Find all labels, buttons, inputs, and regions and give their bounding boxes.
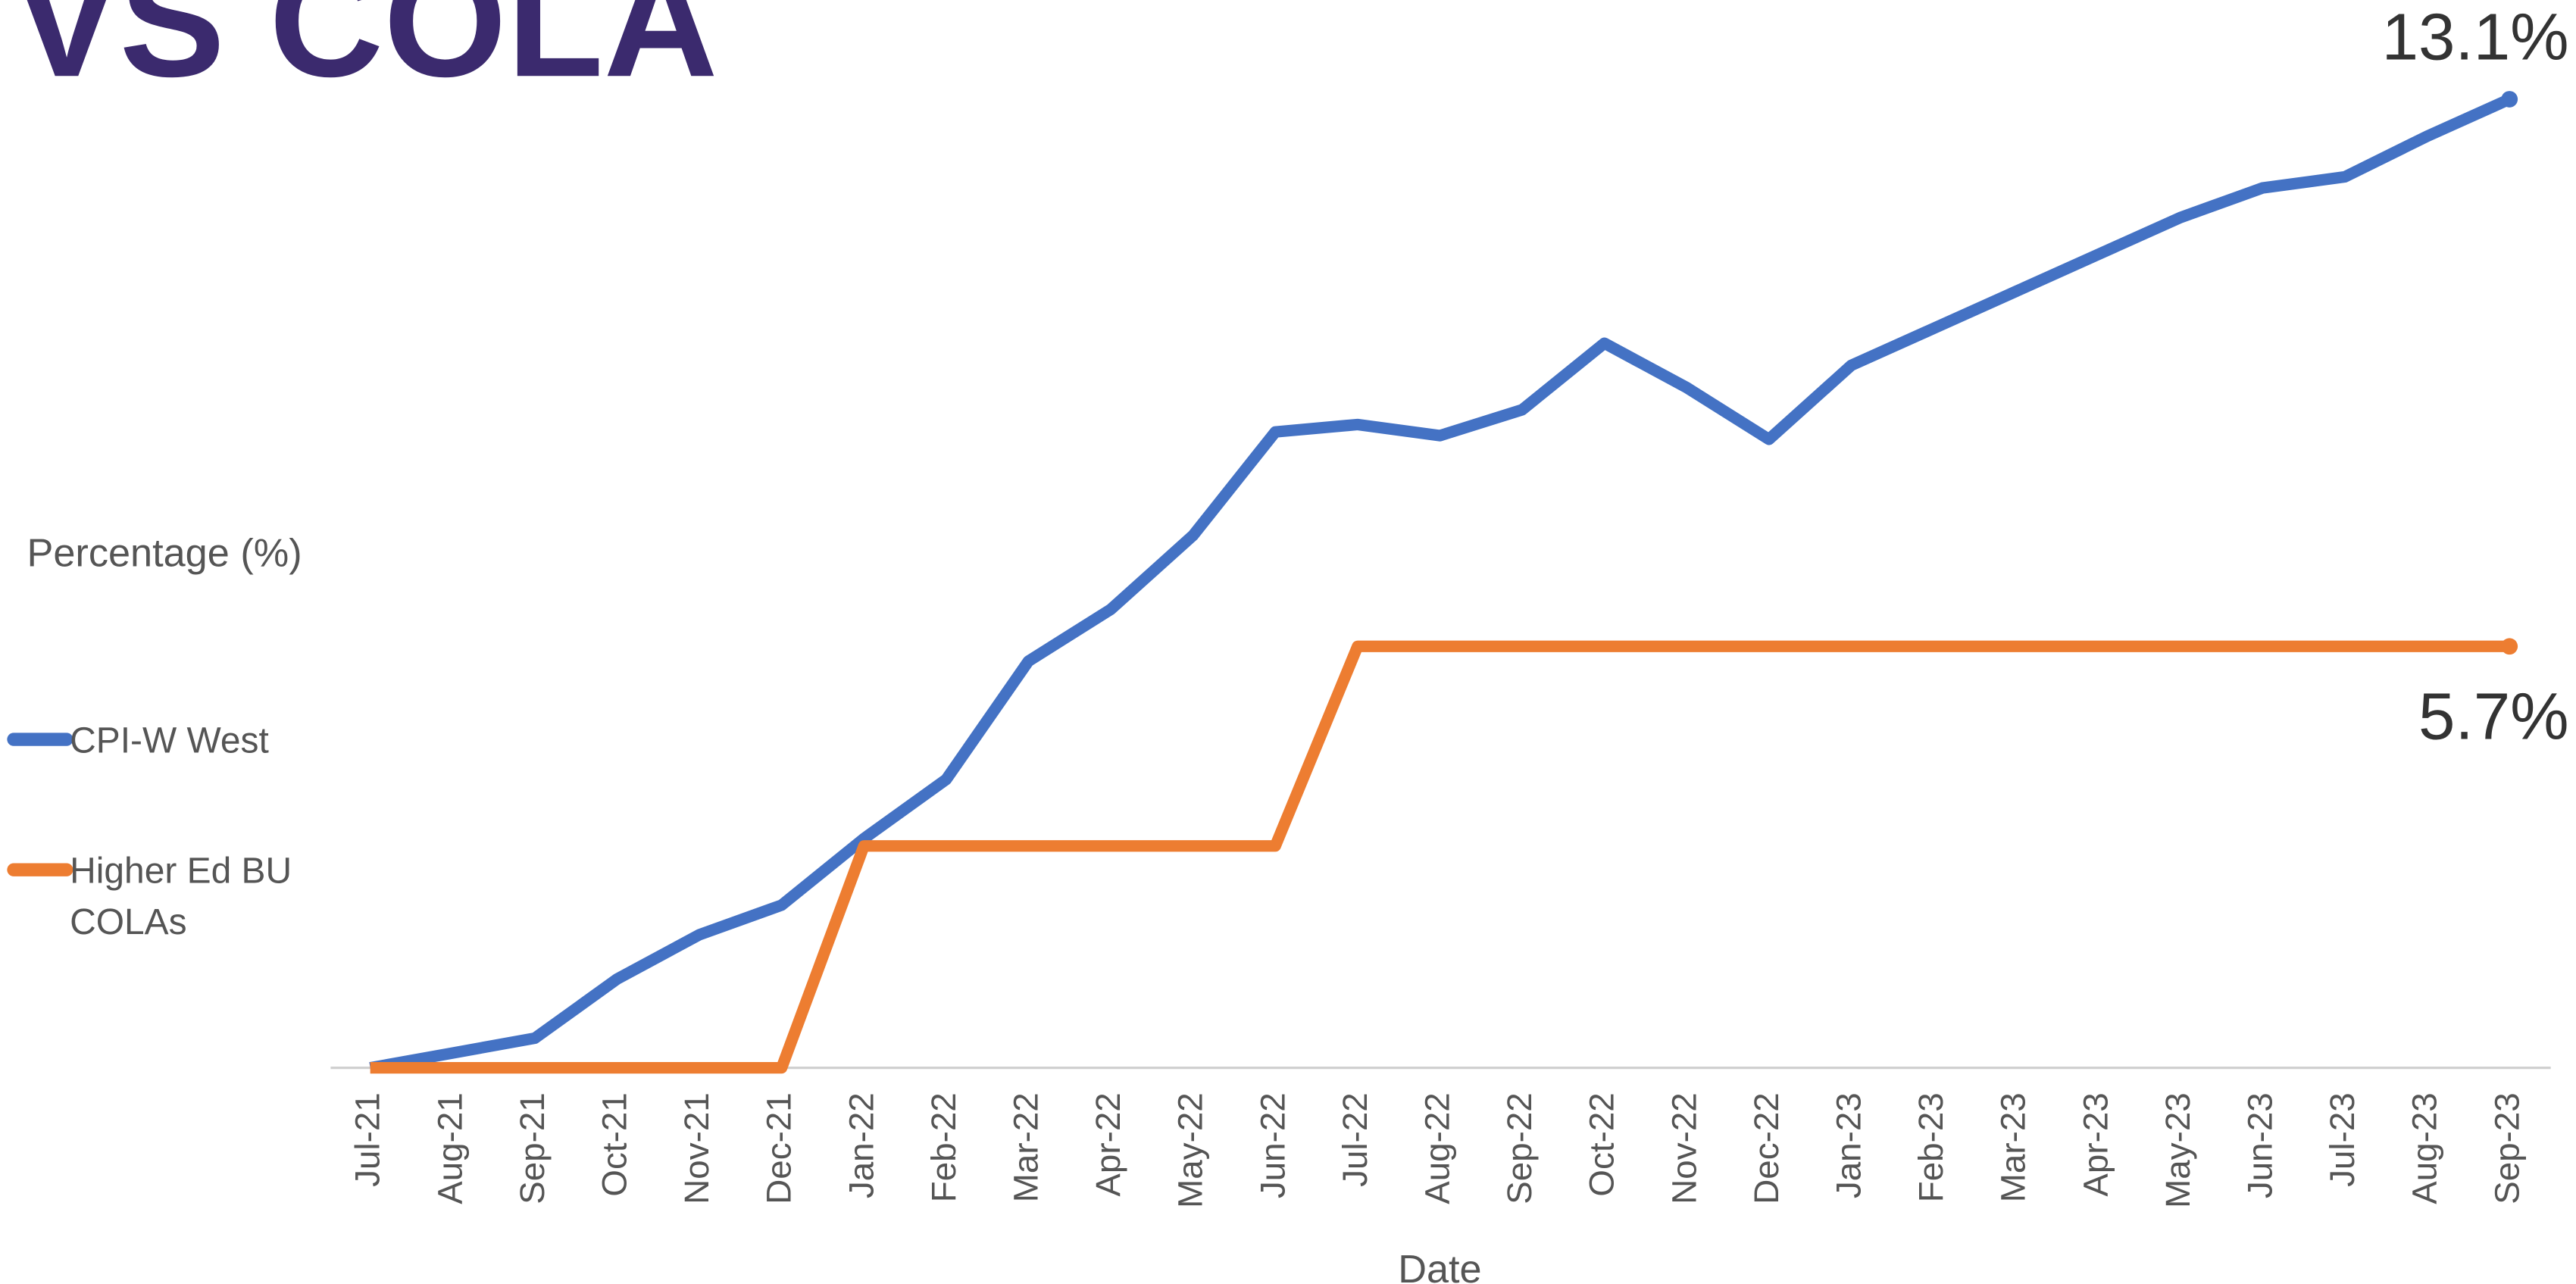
x-tick-label: May-23 (2159, 1092, 2197, 1208)
x-tick-label: Feb-22 (924, 1092, 963, 1202)
series-line (370, 640, 2510, 1074)
x-axis-label: Date (1398, 1248, 1481, 1284)
x-tick-label: Apr-22 (1089, 1092, 1127, 1196)
x-tick-label: Sep-23 (2487, 1092, 2526, 1204)
x-tick-label: Apr-23 (2076, 1092, 2115, 1196)
legend-label: CPI-W West (70, 720, 269, 761)
x-tick-label: Nov-21 (677, 1092, 716, 1204)
x-tick-label: Mar-23 (1994, 1092, 2033, 1202)
x-tick-label: Jul-23 (2323, 1092, 2362, 1187)
x-tick-label: Jan-22 (842, 1092, 880, 1198)
x-tick-label: Nov-22 (1665, 1092, 1703, 1204)
x-tick-label: Jul-21 (349, 1092, 387, 1187)
data-label: 13.1% (2382, 1, 2569, 74)
x-tick-label: Aug-21 (430, 1092, 469, 1204)
x-tick-label: Jan-23 (1830, 1092, 1868, 1198)
x-tick-label: Oct-21 (596, 1092, 634, 1196)
data-label: 5.7% (2418, 679, 2569, 753)
x-tick-label: Dec-21 (760, 1092, 799, 1204)
x-tick-label: Jun-23 (2240, 1092, 2279, 1198)
x-tick-label: Jul-22 (1336, 1092, 1374, 1187)
x-tick-label: Oct-22 (1583, 1092, 1621, 1196)
series-line (369, 94, 2512, 1074)
legend-label: Higher Ed BU COLAs (70, 851, 292, 943)
y-axis-label: Percentage (%) (27, 531, 302, 575)
x-tick-label: Sep-22 (1500, 1092, 1539, 1204)
x-tick-label: Mar-22 (1007, 1092, 1046, 1202)
x-tick-label: Aug-23 (2406, 1092, 2444, 1204)
x-tick-label: May-22 (1171, 1092, 1210, 1208)
chart-title: VS COLA (14, 0, 718, 110)
x-tick-label: Dec-22 (1747, 1092, 1786, 1204)
x-tick-label: Feb-23 (1912, 1092, 1950, 1202)
x-tick-label: Jun-22 (1253, 1092, 1292, 1198)
end-point (2501, 91, 2518, 108)
x-tick-label: Sep-21 (513, 1092, 552, 1204)
end-point (2501, 638, 2518, 655)
x-tick-label: Aug-22 (1418, 1092, 1457, 1204)
